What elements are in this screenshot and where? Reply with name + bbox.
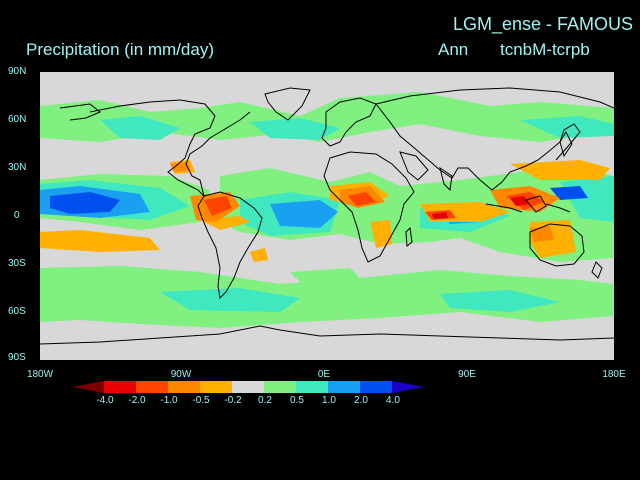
colorbar-label-neg02: -0.2 (224, 395, 242, 406)
lon-label-90e: 90E (458, 369, 476, 380)
colorbar-swatch (168, 381, 200, 393)
colorbar-label-10: 1.0 (322, 395, 336, 406)
coastlines (40, 87, 614, 345)
colorbar-label-20: 2.0 (354, 395, 368, 406)
colorbar-swatch (104, 381, 136, 393)
precipitation-map (40, 72, 614, 360)
lat-label-30s: 30S (8, 258, 26, 269)
map-svg (40, 72, 614, 360)
lat-label-eq: 0 (14, 210, 20, 221)
darkblue-anomaly-regions (50, 186, 588, 214)
season-label: Ann (438, 40, 469, 59)
colorbar-swatches (104, 381, 392, 393)
lon-label-180w: 180W (26, 369, 54, 380)
variable-title: Precipitation (in mm/day) (26, 40, 215, 59)
colorbar-right-triangle (392, 381, 424, 393)
lat-label-90n: 90N (8, 66, 27, 77)
colorbar-label-neg4: -4.0 (96, 395, 114, 406)
red-regions (432, 196, 530, 219)
colorbar-left-triangle (72, 381, 104, 393)
lat-label-60n: 60N (8, 114, 27, 125)
colorbar-label-neg2: -2.0 (128, 395, 146, 406)
lon-label-90w: 90W (170, 369, 192, 380)
experiment-label: tcnbM-tcrpb (500, 40, 590, 59)
lat-label-60s: 60S (8, 306, 26, 317)
colorbar-swatch (360, 381, 392, 393)
colorbar-swatch (328, 381, 360, 393)
lon-label-180e: 180E (602, 369, 626, 380)
colorbar-swatch (264, 381, 296, 393)
colorbar-label-neg1: -1.0 (160, 395, 178, 406)
model-title: LGM_ense - FAMOUS (453, 14, 634, 34)
colorbar-swatch (232, 381, 264, 393)
colorbar-swatch (136, 381, 168, 393)
colorbar (72, 381, 424, 393)
colorbar-label-02: 0.2 (258, 395, 272, 406)
lat-label-90s: 90S (8, 352, 26, 363)
colorbar-label-neg05: -0.5 (192, 395, 210, 406)
colorbar-swatch (200, 381, 232, 393)
colorbar-label-40: 4.0 (386, 395, 400, 406)
lat-label-30n: 30N (8, 162, 27, 173)
lon-label-0e: 0E (317, 369, 331, 380)
colorbar-swatch (296, 381, 328, 393)
colorbar-label-05: 0.5 (290, 395, 304, 406)
